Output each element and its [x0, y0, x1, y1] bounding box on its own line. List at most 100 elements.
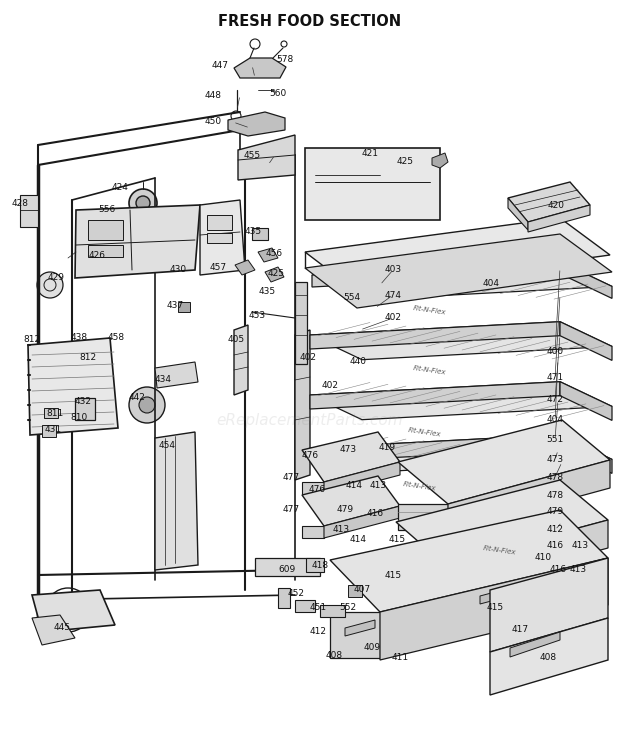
Text: 560: 560	[269, 88, 286, 98]
Polygon shape	[380, 558, 608, 660]
Text: 409: 409	[363, 643, 381, 653]
Text: 472: 472	[546, 396, 564, 405]
Text: Fit-N-Flex: Fit-N-Flex	[408, 427, 442, 437]
Circle shape	[129, 387, 165, 423]
Polygon shape	[305, 218, 610, 290]
Circle shape	[560, 505, 570, 515]
Polygon shape	[560, 435, 612, 473]
Text: 432: 432	[74, 397, 92, 407]
Polygon shape	[560, 322, 612, 360]
Text: 450: 450	[205, 118, 221, 127]
Bar	[178, 302, 190, 312]
Text: 415: 415	[389, 536, 405, 545]
Bar	[306, 558, 324, 572]
Text: 410: 410	[534, 554, 552, 562]
Bar	[255, 558, 320, 576]
Bar	[295, 600, 315, 612]
Text: 810: 810	[71, 413, 87, 422]
Text: 434: 434	[154, 376, 172, 385]
Text: 435: 435	[259, 288, 275, 296]
Text: 418: 418	[311, 560, 329, 570]
Text: Fit-N-Flex: Fit-N-Flex	[483, 545, 517, 555]
Bar	[348, 585, 362, 597]
Polygon shape	[234, 58, 286, 78]
Polygon shape	[302, 476, 400, 526]
Text: 448: 448	[205, 90, 221, 99]
Bar	[88, 220, 123, 240]
Polygon shape	[508, 182, 590, 222]
Text: 447: 447	[211, 61, 229, 70]
Text: 411: 411	[391, 653, 409, 662]
Polygon shape	[302, 432, 400, 482]
Text: 428: 428	[12, 199, 29, 207]
Text: 412: 412	[546, 525, 564, 534]
Bar	[44, 408, 58, 418]
Text: 471: 471	[546, 373, 564, 382]
Text: 421: 421	[361, 148, 378, 158]
Polygon shape	[310, 382, 560, 409]
Text: 478: 478	[546, 473, 564, 482]
Polygon shape	[295, 330, 310, 480]
Text: 435: 435	[244, 227, 262, 236]
Polygon shape	[310, 435, 612, 473]
Polygon shape	[234, 325, 248, 395]
Polygon shape	[235, 260, 255, 275]
Text: 556: 556	[99, 205, 115, 214]
Polygon shape	[508, 198, 528, 230]
Text: eReplacementParts.com: eReplacementParts.com	[216, 413, 404, 428]
Text: 812: 812	[24, 336, 40, 345]
Text: 811: 811	[46, 408, 64, 417]
Polygon shape	[310, 322, 560, 349]
Text: 408: 408	[326, 651, 343, 659]
Text: 415: 415	[384, 571, 402, 579]
Text: 420: 420	[547, 201, 564, 210]
Text: 404: 404	[482, 279, 500, 288]
Text: 430: 430	[169, 265, 187, 274]
Polygon shape	[324, 462, 400, 495]
Bar	[207, 215, 232, 230]
Text: 402: 402	[299, 353, 316, 362]
Bar	[20, 195, 38, 227]
Polygon shape	[265, 267, 284, 282]
Text: 403: 403	[384, 265, 402, 274]
Bar	[75, 398, 95, 420]
Polygon shape	[302, 482, 324, 495]
Text: 414: 414	[350, 536, 366, 545]
Text: 415: 415	[487, 603, 503, 613]
Text: 413: 413	[572, 540, 588, 550]
Text: Fit-N-Flex: Fit-N-Flex	[403, 481, 437, 491]
Text: 413: 413	[370, 482, 386, 491]
Polygon shape	[444, 520, 608, 592]
Circle shape	[560, 540, 570, 550]
Polygon shape	[560, 262, 612, 299]
Text: 404: 404	[546, 416, 564, 425]
Text: 552: 552	[339, 602, 356, 611]
Circle shape	[136, 196, 150, 210]
Polygon shape	[448, 460, 610, 532]
Polygon shape	[310, 322, 612, 359]
Circle shape	[139, 397, 155, 413]
Text: 812: 812	[79, 353, 97, 362]
Polygon shape	[302, 526, 324, 538]
Text: 473: 473	[546, 456, 564, 465]
Text: 455: 455	[244, 150, 260, 159]
Text: 417: 417	[512, 625, 529, 634]
Text: 609: 609	[278, 565, 296, 574]
Text: 405: 405	[228, 336, 244, 345]
Text: 479: 479	[546, 508, 564, 516]
Text: 440: 440	[350, 357, 366, 367]
Text: 453: 453	[249, 310, 265, 319]
Bar	[320, 605, 345, 617]
Polygon shape	[310, 435, 560, 462]
Polygon shape	[310, 382, 612, 419]
Polygon shape	[528, 205, 590, 232]
Text: 445: 445	[53, 623, 71, 633]
Text: 456: 456	[265, 248, 283, 258]
Text: 477: 477	[283, 505, 299, 514]
Polygon shape	[258, 248, 278, 262]
Polygon shape	[238, 135, 295, 180]
Polygon shape	[32, 615, 75, 645]
Text: 477: 477	[283, 473, 299, 482]
Text: Fit-N-Flex: Fit-N-Flex	[413, 365, 447, 375]
Text: 408: 408	[539, 653, 557, 662]
